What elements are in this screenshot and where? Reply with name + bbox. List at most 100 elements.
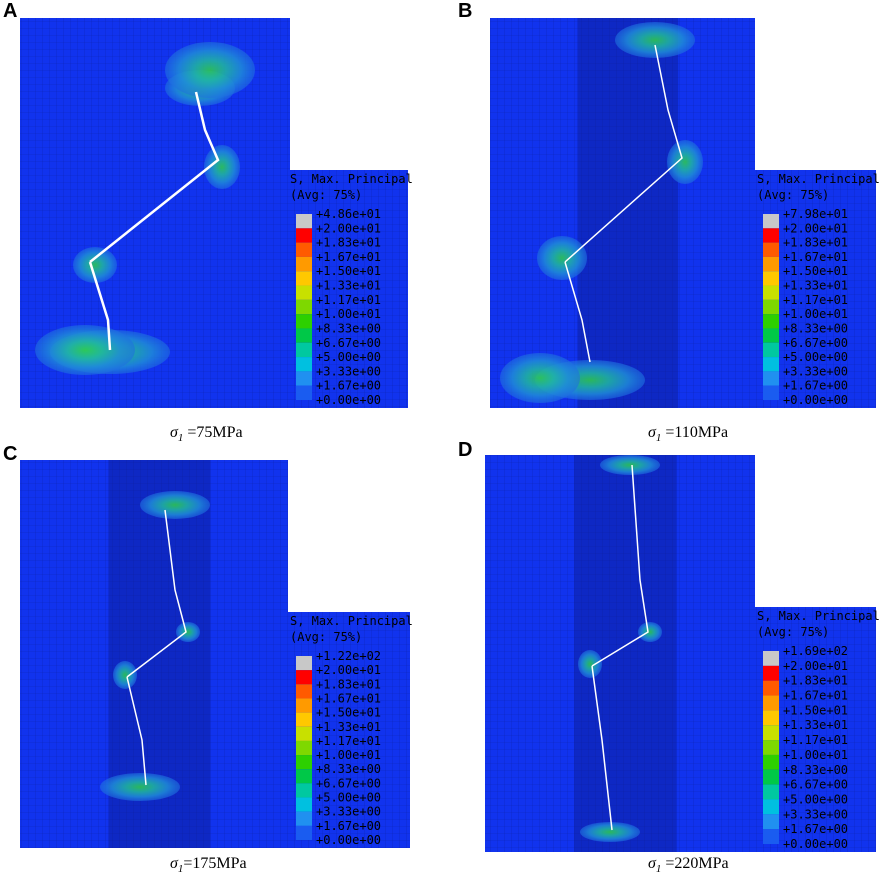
caption: σ1 =220MPa [648,855,729,875]
stress-zone [615,22,695,58]
legend-swatch [763,385,779,400]
stress-zone [100,773,180,801]
legend-value: +3.33e+00 [316,364,381,378]
legend-value: +1.00e+01 [316,307,381,321]
legend-value: +8.33e+00 [783,763,848,777]
legend-value: +0.00e+00 [316,393,381,407]
legend-value: +1.67e+00 [783,822,848,836]
legend-value: +3.33e+00 [783,807,848,821]
caption-symbol: σ [170,424,179,441]
legend-swatch [763,242,779,257]
legend-swatch [296,712,312,727]
legend-value: +2.00e+01 [783,221,848,235]
legend-value: +2.00e+01 [783,659,848,673]
legend-value: +3.33e+00 [316,805,381,819]
legend-value: +8.33e+00 [316,321,381,335]
crack [88,91,220,351]
legend-title: S, Max. Principal [290,172,413,186]
legend-value: +1.00e+01 [783,307,848,321]
legend-swatch [296,698,312,713]
legend-swatch [296,783,312,798]
legend-swatch [296,385,312,400]
legend-swatch [763,651,779,666]
caption-text: =220MPa [661,855,728,872]
legend-value: +1.67e+00 [316,379,381,393]
legend-title: (Avg: 75%) [290,630,362,644]
legend-swatch [763,228,779,243]
legend-swatch [296,670,312,685]
legend-value: +1.00e+01 [783,748,848,762]
panel: A S, Max. Principal (Avg: 75%) +4.86e+01+2.… [3,0,413,444]
legend-swatch [296,285,312,300]
caption-text: =175MPa [183,855,246,872]
legend-value: +1.83e+01 [783,236,848,250]
legend-swatch [296,371,312,386]
legend-title: (Avg: 75%) [757,625,829,639]
stress-zone [537,236,587,280]
legend-value: +5.00e+00 [783,792,848,806]
panel-label: A [3,0,17,22]
legend-swatch [763,271,779,286]
stress-zone [73,247,117,283]
legend-title: S, Max. Principal [757,172,880,186]
legend-value: +1.83e+01 [316,677,381,691]
legend-value: +1.50e+01 [316,706,381,720]
refined-zone [577,18,679,408]
legend-value: +1.50e+01 [783,703,848,717]
legend-swatch [296,740,312,756]
stress-zone [600,455,660,475]
legend-value: +0.00e+00 [783,393,848,407]
legend-value: +1.17e+01 [783,733,848,747]
legend-value: +3.33e+00 [783,364,848,378]
legend-value: +1.67e+00 [316,819,381,833]
legend-swatch [763,695,779,711]
legend-swatch [296,328,312,343]
legend-swatch [763,357,779,372]
stress-zone [140,491,210,519]
legend-value: +8.33e+00 [316,762,381,776]
legend-swatch [296,214,312,229]
legend-swatch [296,342,312,358]
legend-value: +1.50e+01 [316,264,381,278]
legend-value: +6.67e+00 [316,776,381,790]
legend-value: +1.33e+01 [783,279,848,293]
legend-value: +1.50e+01 [783,264,848,278]
legend-value: +1.33e+01 [783,718,848,732]
caption-subscript: 1 [178,432,184,444]
legend-swatch [296,228,312,243]
legend-value: +1.17e+01 [316,293,381,307]
legend-value: +1.83e+01 [783,674,848,688]
panel: D S, Max. Principal (Avg: 75%) +1.69e+02+2.… [458,439,880,875]
legend-swatch [763,829,779,844]
legend-swatch [763,799,779,815]
legend-swatch [763,342,779,358]
legend-title: (Avg: 75%) [757,188,829,202]
panel-label: D [458,439,472,461]
model-mesh [490,18,876,408]
legend-swatch [296,256,312,272]
stress-zone [176,622,200,642]
legend-swatch [296,755,312,770]
legend-swatch [763,214,779,229]
legend-value: +6.67e+00 [783,778,848,792]
legend-swatch [763,371,779,386]
caption-text: =110MPa [661,424,728,441]
stress-zone [204,145,240,189]
legend-swatch [296,299,312,315]
legend-title: S, Max. Principal [757,609,880,623]
legend-value: +4.86e+01 [316,207,381,221]
legend-swatch [296,797,312,812]
legend-swatch [296,811,312,826]
legend-value: +2.00e+01 [316,221,381,235]
caption: σ1 =75MPa [170,424,243,444]
legend-value: +1.67e+01 [783,250,848,264]
legend-value: +5.00e+00 [783,350,848,364]
legend-swatch [763,725,779,741]
stress-zone [578,650,602,678]
crack [591,464,649,831]
legend-swatch [296,357,312,372]
legend-swatch [763,256,779,272]
legend-swatch [763,314,779,329]
legend-value: +1.33e+01 [316,279,381,293]
